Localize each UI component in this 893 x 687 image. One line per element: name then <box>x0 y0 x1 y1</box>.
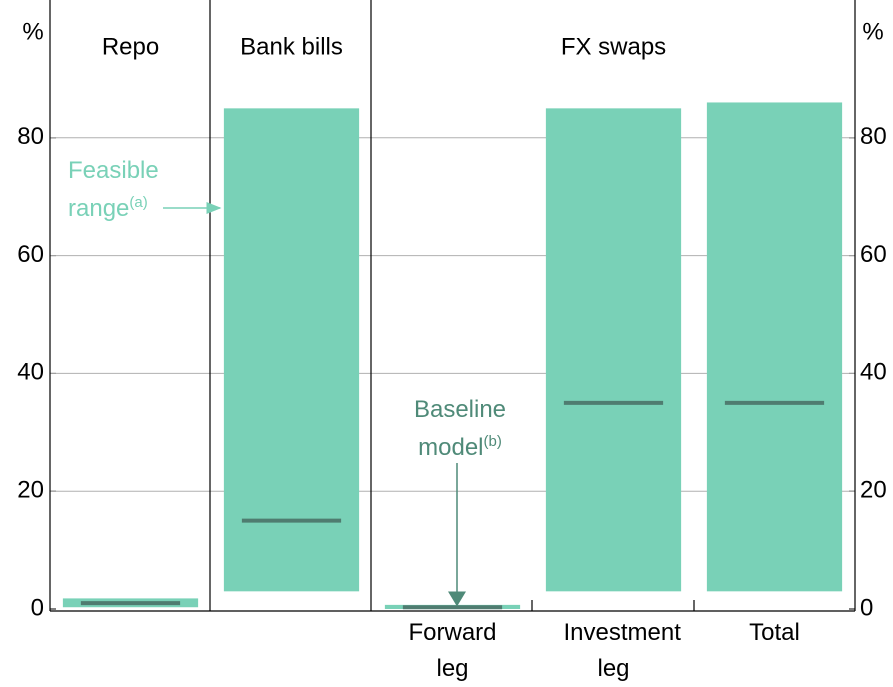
x-tick-label: Total <box>749 619 800 646</box>
y-tick-label: 60 <box>17 241 44 268</box>
y2-tick-label: 80 <box>860 123 887 150</box>
panel-title: Bank bills <box>240 33 343 60</box>
range-bar <box>545 108 682 592</box>
x-tick-label: Forward leg <box>408 619 497 682</box>
annotation-note: (b) <box>483 433 502 450</box>
y2-axis-label: % <box>862 18 883 45</box>
y-axis-label: % <box>22 18 43 45</box>
panel-title: Repo <box>102 33 159 60</box>
annotation-text: Baseline model <box>413 396 507 461</box>
range-bar <box>706 102 843 592</box>
y-tick-label: 40 <box>17 359 44 386</box>
y-tick-label: 0 <box>31 594 44 621</box>
annotation: Baseline model(b) <box>395 391 525 467</box>
y2-tick-label: 60 <box>860 241 887 268</box>
annotation-text: Feasible range <box>68 157 159 222</box>
y-tick-label: 20 <box>17 477 44 504</box>
y2-tick-label: 0 <box>860 594 873 621</box>
range-bar <box>223 108 360 592</box>
y2-tick-label: 20 <box>860 477 887 504</box>
x-tick-label: Investment leg <box>563 619 681 682</box>
panel-title: FX swaps <box>561 33 666 60</box>
y2-tick-label: 40 <box>860 359 887 386</box>
y-tick-label: 80 <box>17 123 44 150</box>
annotation: Feasible range(a) <box>68 152 198 228</box>
annotation-note: (a) <box>129 194 148 211</box>
